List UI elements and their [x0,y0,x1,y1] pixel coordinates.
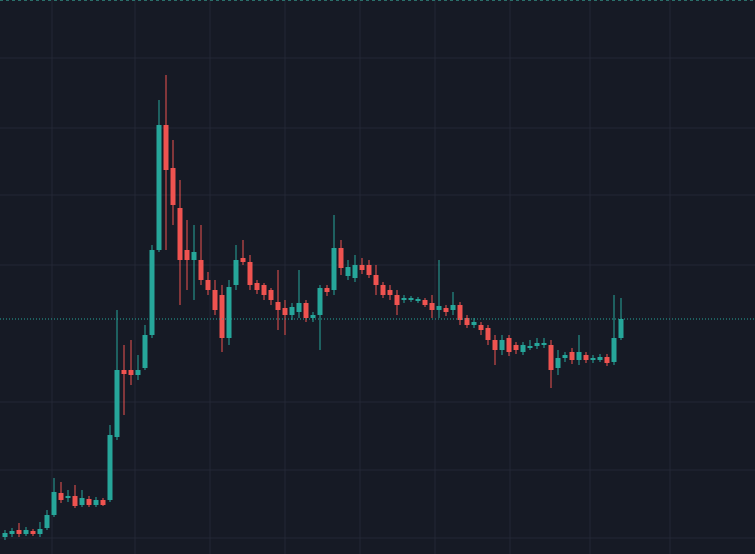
candle-body [128,370,134,375]
candle-body [37,529,43,534]
candle-body [604,357,610,363]
candle-body [485,328,491,340]
candle-body [142,335,148,368]
candle-body [58,493,64,500]
candle-body [618,319,624,338]
candle-body [268,290,274,300]
candle-body [450,305,456,310]
candle-body [114,370,120,437]
candle-body [324,288,330,292]
candle-body [541,343,547,345]
candle-body [492,340,498,350]
candle-body [9,531,15,534]
candle-body [212,290,218,310]
candle-body [548,345,554,370]
candle-body [408,298,414,300]
candle-body [86,499,92,505]
candle-body [520,345,526,352]
candle-body [247,262,253,285]
candle-body [226,287,232,338]
candle-body [373,275,379,285]
candle-body [177,208,183,260]
candle-body [513,345,519,350]
candle-body [100,500,106,505]
candle-body [254,283,260,290]
candle-body [611,338,617,362]
candle-body [296,303,302,312]
candle-body [170,168,176,205]
candle-body [345,267,351,276]
candle-body [443,308,449,312]
candle-body [562,355,568,358]
candle-body [415,299,421,301]
candle-body [457,305,463,320]
candle-body [107,435,113,500]
candle-body [2,533,8,537]
candle-body [359,265,365,270]
candle-body [464,318,470,325]
candle-body [555,358,561,368]
candle-body [422,300,428,305]
candle-body [429,303,435,310]
candle-body [79,498,85,505]
candle-body [72,496,78,506]
candle-body [289,307,295,315]
candle-body [436,306,442,310]
candle-body [121,370,127,374]
candle-body [65,496,71,498]
candle-body [331,248,337,290]
candle-body [527,346,533,348]
candle-body [51,492,57,515]
candle-body [380,285,386,295]
candle-body [506,338,512,352]
candle-body [198,260,204,280]
candle-body [135,370,141,375]
candle-body [16,530,22,534]
candle-body [23,530,29,534]
candle-body [156,125,162,250]
candle-body [499,340,505,350]
candle-body [387,290,393,295]
candle-body [233,260,239,285]
candle-body [401,298,407,300]
candle-body [163,125,169,170]
candle-body [394,295,400,305]
candle-body [338,248,344,268]
candle-body [534,343,540,346]
candle-body [191,252,197,260]
candle-body [44,515,50,528]
candle-body [205,280,211,290]
candle-body [275,302,281,310]
candle-body [569,352,575,360]
candle-body [590,358,596,360]
candle-body [317,288,323,315]
candle-body [219,295,225,338]
candle-body [583,355,589,360]
candle-body [471,322,477,325]
candle-body [310,315,316,318]
candle-body [366,265,372,275]
candle-body [282,308,288,315]
candle-body [240,258,246,262]
candle-body [93,500,99,505]
candle-body [352,265,358,278]
candle-body [303,303,309,318]
candle-body [30,531,36,534]
candle-body [184,250,190,260]
candle-body [149,250,155,335]
candle-body [597,357,603,360]
candle-body [478,325,484,330]
candle-body [261,285,267,295]
candle-body [576,352,582,360]
